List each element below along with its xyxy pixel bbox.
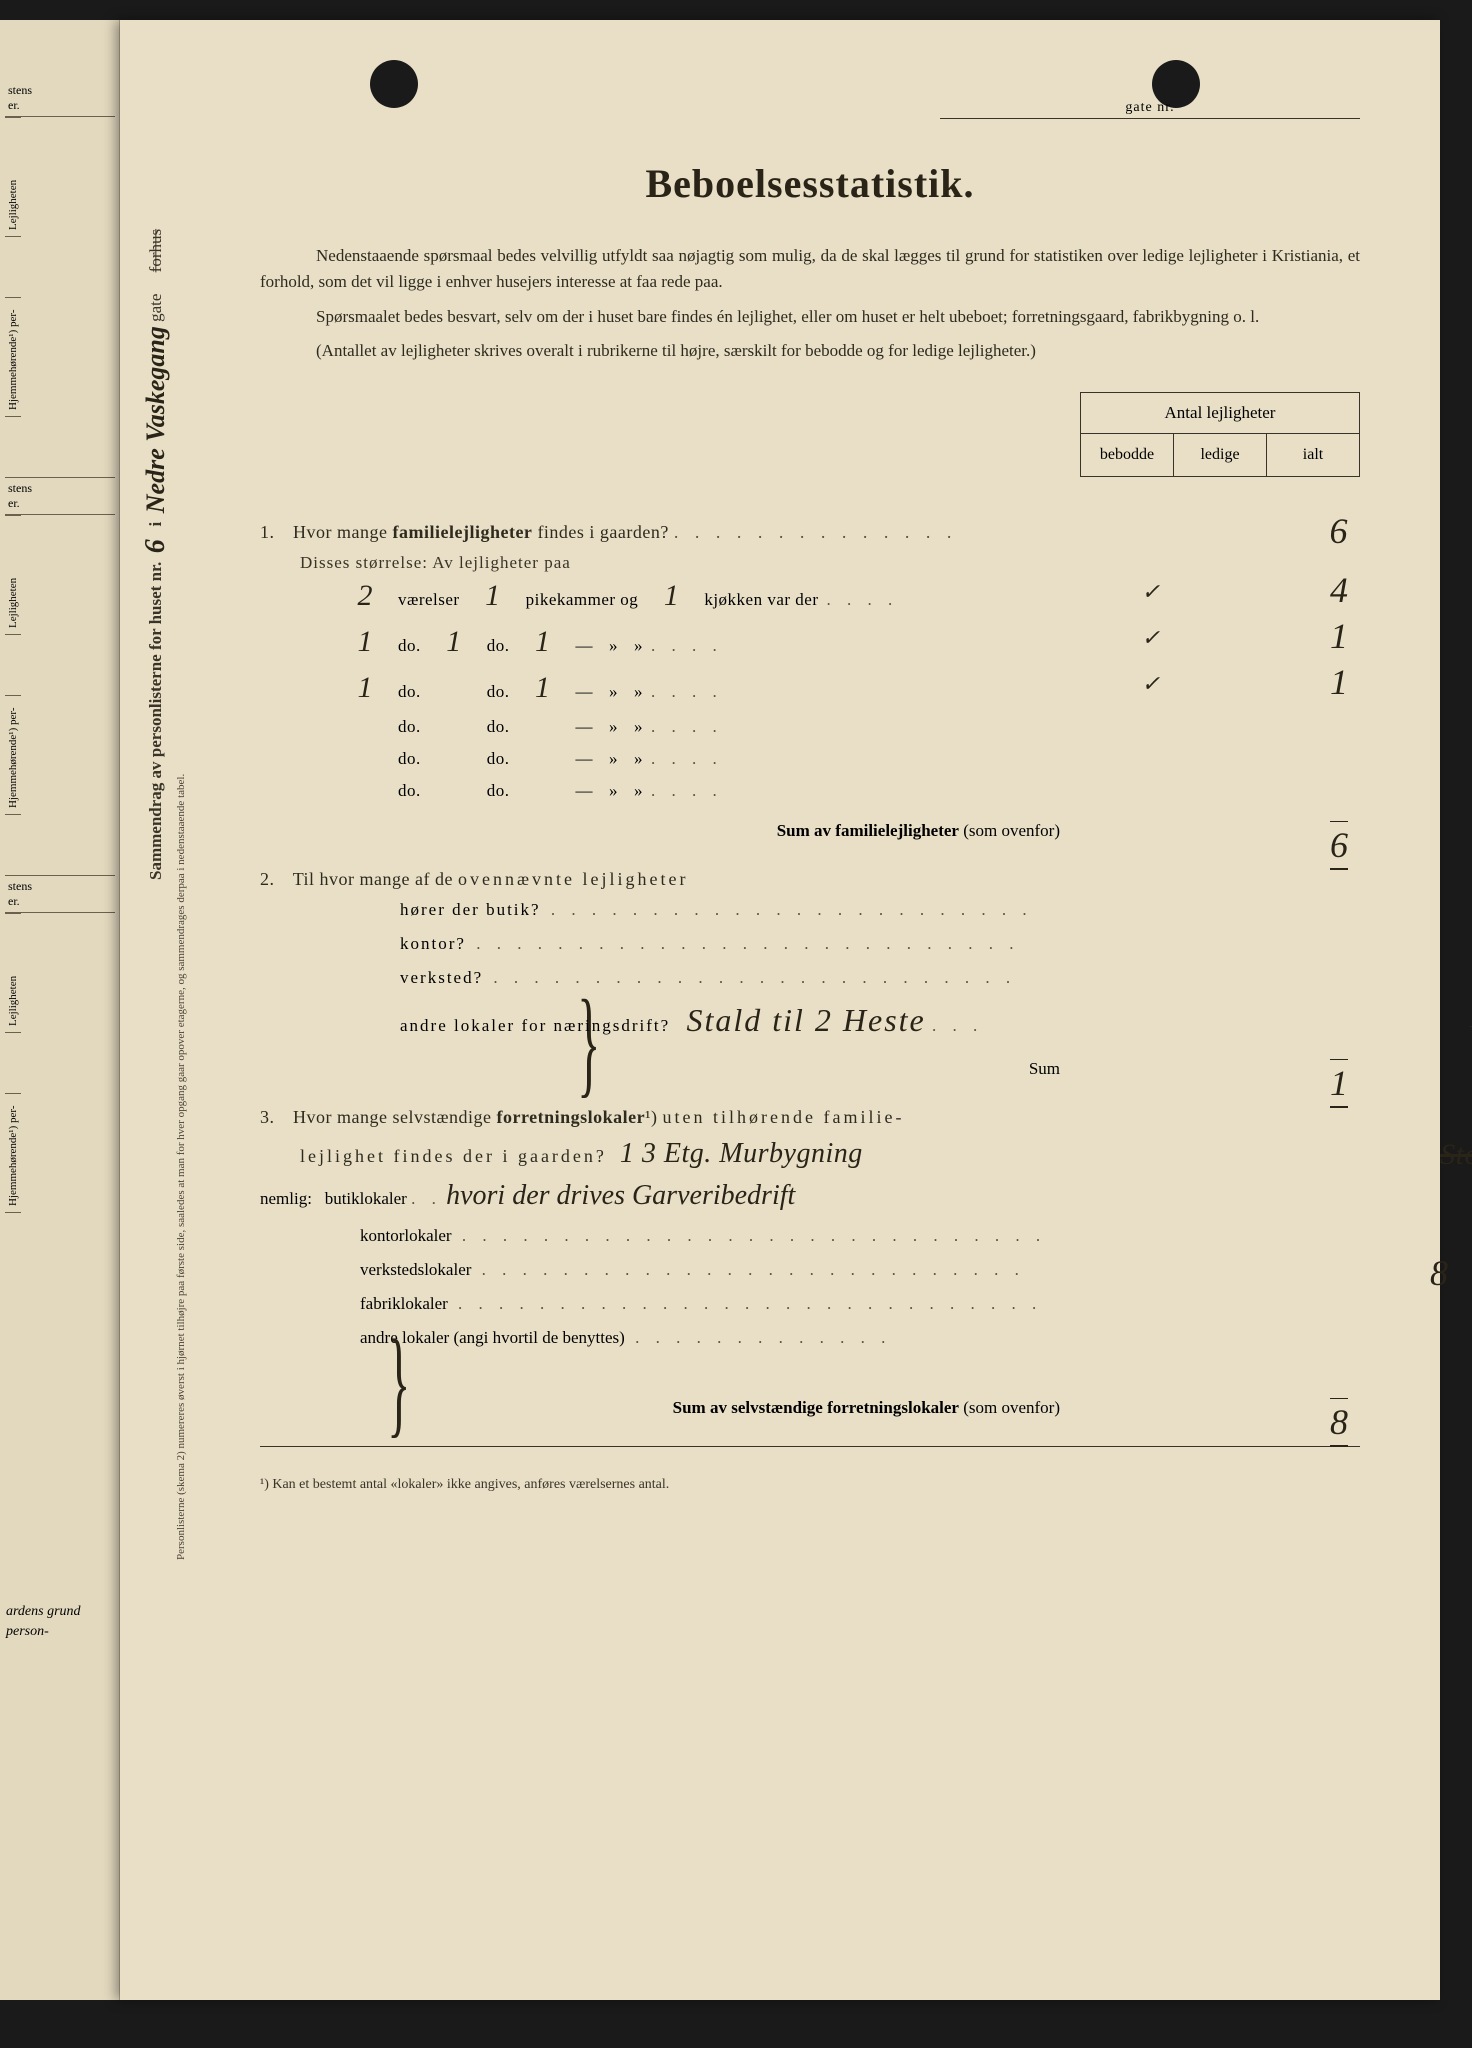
q1-ialt-total: 6 <box>1330 510 1349 552</box>
q3-nemlig-butik: nemlig: butiklokaler . . hvori der drive… <box>260 1180 1360 1212</box>
q3-handwriting-1: 1 3 Etg. Murbygning <box>620 1138 863 1169</box>
col-ialt: ialt <box>1267 434 1359 476</box>
count-header: Antal lejligheter <box>1081 393 1359 434</box>
q1-sum-line: Sum av familielejligheter (som ovenfor) … <box>260 821 1360 841</box>
intro-p3: (Antallet av lejligheter skrives overalt… <box>260 338 1360 364</box>
margin-smallprint: Personlisterne (skema 2) numereres øvers… <box>175 160 187 1560</box>
q3-fabrik: fabriklokaler . . . . . . . . . . . . . … <box>360 1294 1360 1314</box>
q2-line: 2. Til hvor mange af de ovennævnte lejli… <box>260 869 1360 890</box>
bottom-rule <box>260 1446 1360 1447</box>
footnote: ¹) Kan et bestemt antal «lokaler» ikke a… <box>260 1477 1360 1493</box>
intro-p1: Nedenstaaende spørsmaal bedes velvillig … <box>260 243 1360 296</box>
left-frag-stens-3: stenser. <box>5 875 115 913</box>
q1-row-1: 1do. 1do. 1— »» . . . . ✓ 1 <box>340 625 1360 659</box>
col-ledige: ledige <box>1174 434 1267 476</box>
q2-kontor: kontor? . . . . . . . . . . . . . . . . … <box>400 934 1360 954</box>
table-area: Antal lejligheter bebodde ledige ialt 1.… <box>260 392 1360 1493</box>
left-page-strip: stenser. Lejligheten Hjemmehørende¹) per… <box>0 20 120 2000</box>
left-frag-stens-2: stenser. <box>5 477 115 515</box>
q2-andre-handwriting: Stald til 2 Heste <box>686 1002 925 1038</box>
q1-row-0: 2værelser 1pikekammer og 1kjøkken var de… <box>340 579 1360 613</box>
q2-sum-value: 1 <box>1330 1059 1348 1108</box>
q3-line-a: 3. Hvor mange selvstændige forretningslo… <box>260 1107 1360 1128</box>
q3-butik-handwriting: hvori der drives Garveribedrift <box>446 1180 795 1211</box>
page-title: Beboelsesstatistik. <box>260 160 1360 207</box>
left-frag-grund: ardens grund <box>6 1604 81 1620</box>
document-page: Sammendrag av personlisterne for huset n… <box>120 20 1440 2000</box>
q3-verksted-value: 8 <box>1430 1252 1448 1294</box>
q2-sum-line: Sum 1 <box>260 1059 1360 1079</box>
q2-andre: andre lokaler for næringsdrift? Stald ti… <box>400 1002 1360 1039</box>
q1-row-5: do. do. — »» . . . . <box>340 781 1360 801</box>
q1-sub: Disses størrelse: Av lejligheter paa <box>300 553 1360 573</box>
q3-andre: andre lokaler (angi hvortil de benyttes)… <box>360 1328 1360 1348</box>
left-frag-hjemme-3: Hjemmehørende¹) per- <box>5 1093 21 1213</box>
q3-kontor: kontorlokaler . . . . . . . . . . . . . … <box>360 1226 1360 1246</box>
left-frag-hjemme-2: Hjemmehørende¹) per- <box>5 695 21 815</box>
q1-row-4: do. do. — »» . . . . <box>340 749 1360 769</box>
questions: 1. Hvor mange familielejligheter findes … <box>260 392 1360 1493</box>
q3-block: 3. Hvor mange selvstændige forretningslo… <box>260 1107 1360 1418</box>
q2-andre-value: 1 <box>1468 994 1472 1036</box>
left-frag-hjemme-1: Hjemmehørende¹) per- <box>5 297 21 417</box>
q1-sum-value: 6 <box>1330 821 1348 870</box>
intro-p2: Spørsmaalet bedes besvart, selv om der i… <box>260 304 1360 330</box>
col-bebodde: bebodde <box>1081 434 1174 476</box>
left-frag-person: person- <box>6 1624 49 1640</box>
margin-title: Sammendrag av personlisterne for huset n… <box>140 180 172 880</box>
q3-sum-value: 8 <box>1330 1398 1348 1447</box>
q1-row-3: do. do. — »» . . . . <box>340 717 1360 737</box>
q1-line: 1. Hvor mange familielejligheter findes … <box>260 522 1360 543</box>
q1-row-2: 1do. do. 1— »» . . . . ✓ 1 <box>340 671 1360 705</box>
q2-butik: hører der butik? . . . . . . . . . . . .… <box>400 900 1360 920</box>
q3-sum-line: Sum av selvstændige forretningslokaler (… <box>260 1398 1360 1418</box>
count-header-box: Antal lejligheter bebodde ledige ialt <box>1080 392 1360 477</box>
left-frag-lejligheten-1: Lejligheten <box>5 117 21 237</box>
q2-verksted: verksted? . . . . . . . . . . . . . . . … <box>400 968 1360 988</box>
scan-wrapper: stenser. Lejligheten Hjemmehørende¹) per… <box>0 0 1472 2048</box>
q2-block: 2. Til hvor mange af de ovennævnte lejli… <box>260 869 1360 1079</box>
left-frag-stens: stenser. <box>5 80 115 117</box>
left-margin-fragments: stenser. Lejligheten Hjemmehørende¹) per… <box>5 80 115 1273</box>
gate-nr-line: gate nr. <box>940 100 1360 119</box>
main-content: gate nr. Beboelsesstatistik. Nedenstaaen… <box>260 100 1360 1493</box>
q3-line-b: lejlighet findes der i gaarden? 1 3 Etg.… <box>300 1138 1360 1170</box>
left-frag-lejligheten-2: Lejligheten <box>5 515 21 635</box>
count-col-headers: bebodde ledige ialt <box>1081 434 1359 476</box>
q3-verksted: verkstedslokaler . . . . . . . . . . . .… <box>360 1260 1360 1280</box>
left-frag-lejligheten-3: Lejligheten <box>5 913 21 1033</box>
